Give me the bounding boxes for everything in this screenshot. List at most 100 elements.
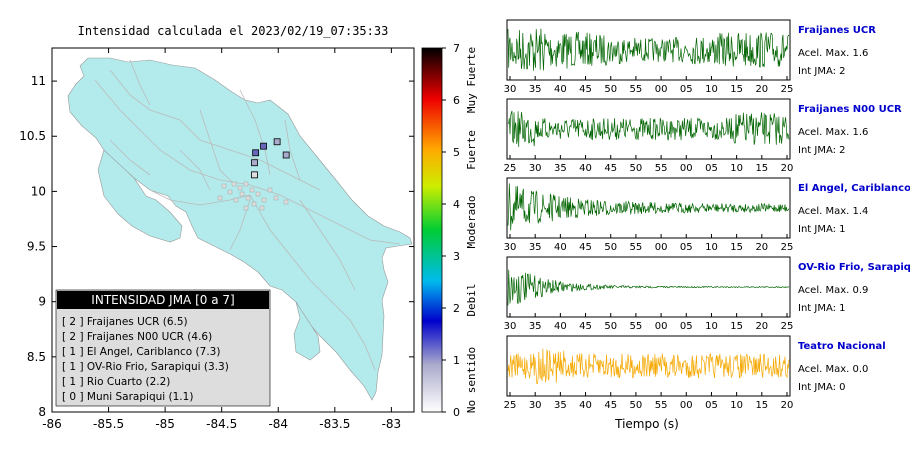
colorbar-tick-label: 6 (453, 94, 460, 107)
jma-intensity-label: Int JMA: 0 (798, 382, 846, 393)
colorbar-tick-label: 5 (453, 146, 460, 159)
waveform-panel: 30 35 40 45 50 55 00 05 10 15 20 25 El Angel, Caribl… (504, 177, 910, 253)
wave-tick-label: 20 (781, 163, 794, 174)
map-panel: -86 -85.5 -85 -84.5 -84 -83.5 -83 11 10.5 10 9.5 9… (19, 47, 415, 431)
wave-tick-label: 50 (604, 321, 617, 332)
x-tick-label: -85 (155, 417, 175, 431)
wave-tick-label: 05 (705, 400, 718, 411)
colorbar-tick-label: 2 (453, 302, 460, 315)
legend-item: [ 1 ] Rio Cuarto (2.2) (62, 376, 170, 388)
wave-tick-label: 05 (680, 321, 693, 332)
station-marker (260, 142, 267, 150)
jma-intensity-label: Int JMA: 2 (798, 145, 846, 156)
wave-tick-label: 30 (529, 400, 542, 411)
wave-tick-label: 45 (579, 242, 592, 253)
intensity-stations (251, 138, 290, 179)
waveform-panel: 25 30 35 40 45 50 55 00 05 10 15 20 Teatro Nacional A… (504, 335, 886, 411)
wave-tick-label: 30 (504, 84, 517, 95)
map-title: Intensidad calculada el 2023/02/19_07:35… (78, 24, 389, 38)
colorbar-tick-label: 0 (453, 406, 460, 419)
legend-item: [ 2 ] Fraijanes N00 UCR (4.6) (62, 331, 212, 343)
x-tick-label: -85.5 (93, 417, 124, 431)
wave-tick-label: 25 (504, 163, 517, 174)
wave-tick-label: 25 (504, 400, 517, 411)
waveform-panels: 30 35 40 45 50 55 00 05 10 15 20 25 Fraijanes UCR Ace… (504, 19, 910, 411)
wave-tick-label: 25 (781, 84, 794, 95)
wave-tick-label: 35 (554, 400, 567, 411)
wave-tick-label: 15 (730, 84, 743, 95)
wave-tick-label: 55 (655, 163, 668, 174)
wave-tick-label: 35 (529, 242, 542, 253)
colorbar-tick-label: 4 (453, 198, 460, 211)
wave-tick-label: 45 (604, 163, 617, 174)
x-tick-label: -83.5 (319, 417, 350, 431)
station-name: Fraijanes N00 UCR (798, 104, 902, 115)
wave-tick-label: 10 (730, 400, 743, 411)
y-tick-label: 9 (38, 295, 46, 309)
wave-tick-label: 55 (630, 84, 643, 95)
station-marker (282, 151, 290, 159)
wave-tick-label: 30 (504, 242, 517, 253)
map-x-axis: -86 -85.5 -85 -84.5 -84 -83.5 -83 (42, 48, 401, 431)
acel-max-label: Acel. Max. 1.4 (798, 206, 868, 217)
y-tick-label: 11 (31, 74, 46, 88)
wave-tick-label: 00 (655, 84, 668, 95)
wave-tick-label: 20 (755, 242, 768, 253)
station-name: Fraijanes UCR (798, 25, 876, 36)
legend-item: [ 0 ] Muni Sarapiqui (1.1) (62, 391, 193, 403)
y-tick-label: 10 (31, 184, 46, 198)
map-y-axis: 11 10.5 10 9.5 9 8.5 8 (19, 74, 414, 419)
wave-tick-label: 55 (630, 242, 643, 253)
wave-tick-label: 50 (630, 163, 643, 174)
station-marker (251, 159, 258, 167)
wave-tick-label: 25 (781, 242, 794, 253)
wave-tick-label: 40 (554, 242, 567, 253)
wave-tick-label: 45 (579, 321, 592, 332)
wave-tick-label: 00 (655, 242, 668, 253)
wave-tick-label: 00 (680, 163, 693, 174)
wave-tick-label: 05 (680, 84, 693, 95)
station-marker (273, 138, 281, 146)
station-marker (252, 149, 260, 157)
wave-tick-label: 10 (705, 321, 718, 332)
wave-tick-label: 10 (730, 163, 743, 174)
acel-max-label: Acel. Max. 1.6 (798, 127, 868, 138)
colorbar-label-moderado: Moderado (465, 196, 478, 249)
wave-tick-label: 25 (781, 321, 794, 332)
wave-tick-label: 40 (554, 84, 567, 95)
y-tick-label: 8 (38, 405, 46, 419)
wave-tick-label: 30 (529, 163, 542, 174)
wave-tick-label: 50 (604, 242, 617, 253)
x-tick-label: -83 (382, 417, 402, 431)
y-tick-label: 8.5 (27, 350, 46, 364)
wave-tick-label: 30 (504, 321, 517, 332)
wave-tick-label: 40 (554, 321, 567, 332)
wave-tick-label: 10 (705, 242, 718, 253)
wave-tick-label: 00 (680, 400, 693, 411)
acel-max-label: Acel. Max. 1.6 (798, 48, 868, 59)
wave-tick-label: 35 (554, 163, 567, 174)
wave-tick-label: 15 (755, 163, 768, 174)
colorbar-label-no-sentido: No sentido (465, 347, 478, 413)
wave-tick-label: 15 (755, 400, 768, 411)
jma-intensity-label: Int JMA: 2 (798, 66, 846, 77)
station-name: OV-Rio Frio, Sarapiqui (798, 262, 910, 273)
jma-intensity-label: Int JMA: 1 (798, 303, 846, 314)
wave-tick-label: 35 (529, 321, 542, 332)
waveform-panel: 30 35 40 45 50 55 00 05 10 15 20 25 Fraijanes UCR Ace… (504, 19, 876, 95)
station-name: Teatro Nacional (798, 341, 886, 352)
colorbar-label-muy-fuerte: Muy Fuerte (465, 47, 478, 113)
legend-item: [ 1 ] OV-Rio Frio, Sarapiqui (3.3) (62, 361, 229, 373)
colorbar-tick-label: 1 (453, 354, 460, 367)
x-tick-label: -86 (42, 417, 62, 431)
waveform-panel: 25 30 35 40 45 50 55 00 05 10 15 20 Fraijanes N00 UC… (504, 98, 902, 174)
wave-tick-label: 55 (630, 321, 643, 332)
acel-max-label: Acel. Max. 0.9 (798, 285, 868, 296)
wave-tick-label: 35 (529, 84, 542, 95)
station-marker (251, 171, 258, 179)
waveform-trace (507, 110, 790, 148)
x-tick-label: -84.5 (206, 417, 237, 431)
wave-tick-label: 10 (705, 84, 718, 95)
station-cluster (217, 181, 289, 211)
